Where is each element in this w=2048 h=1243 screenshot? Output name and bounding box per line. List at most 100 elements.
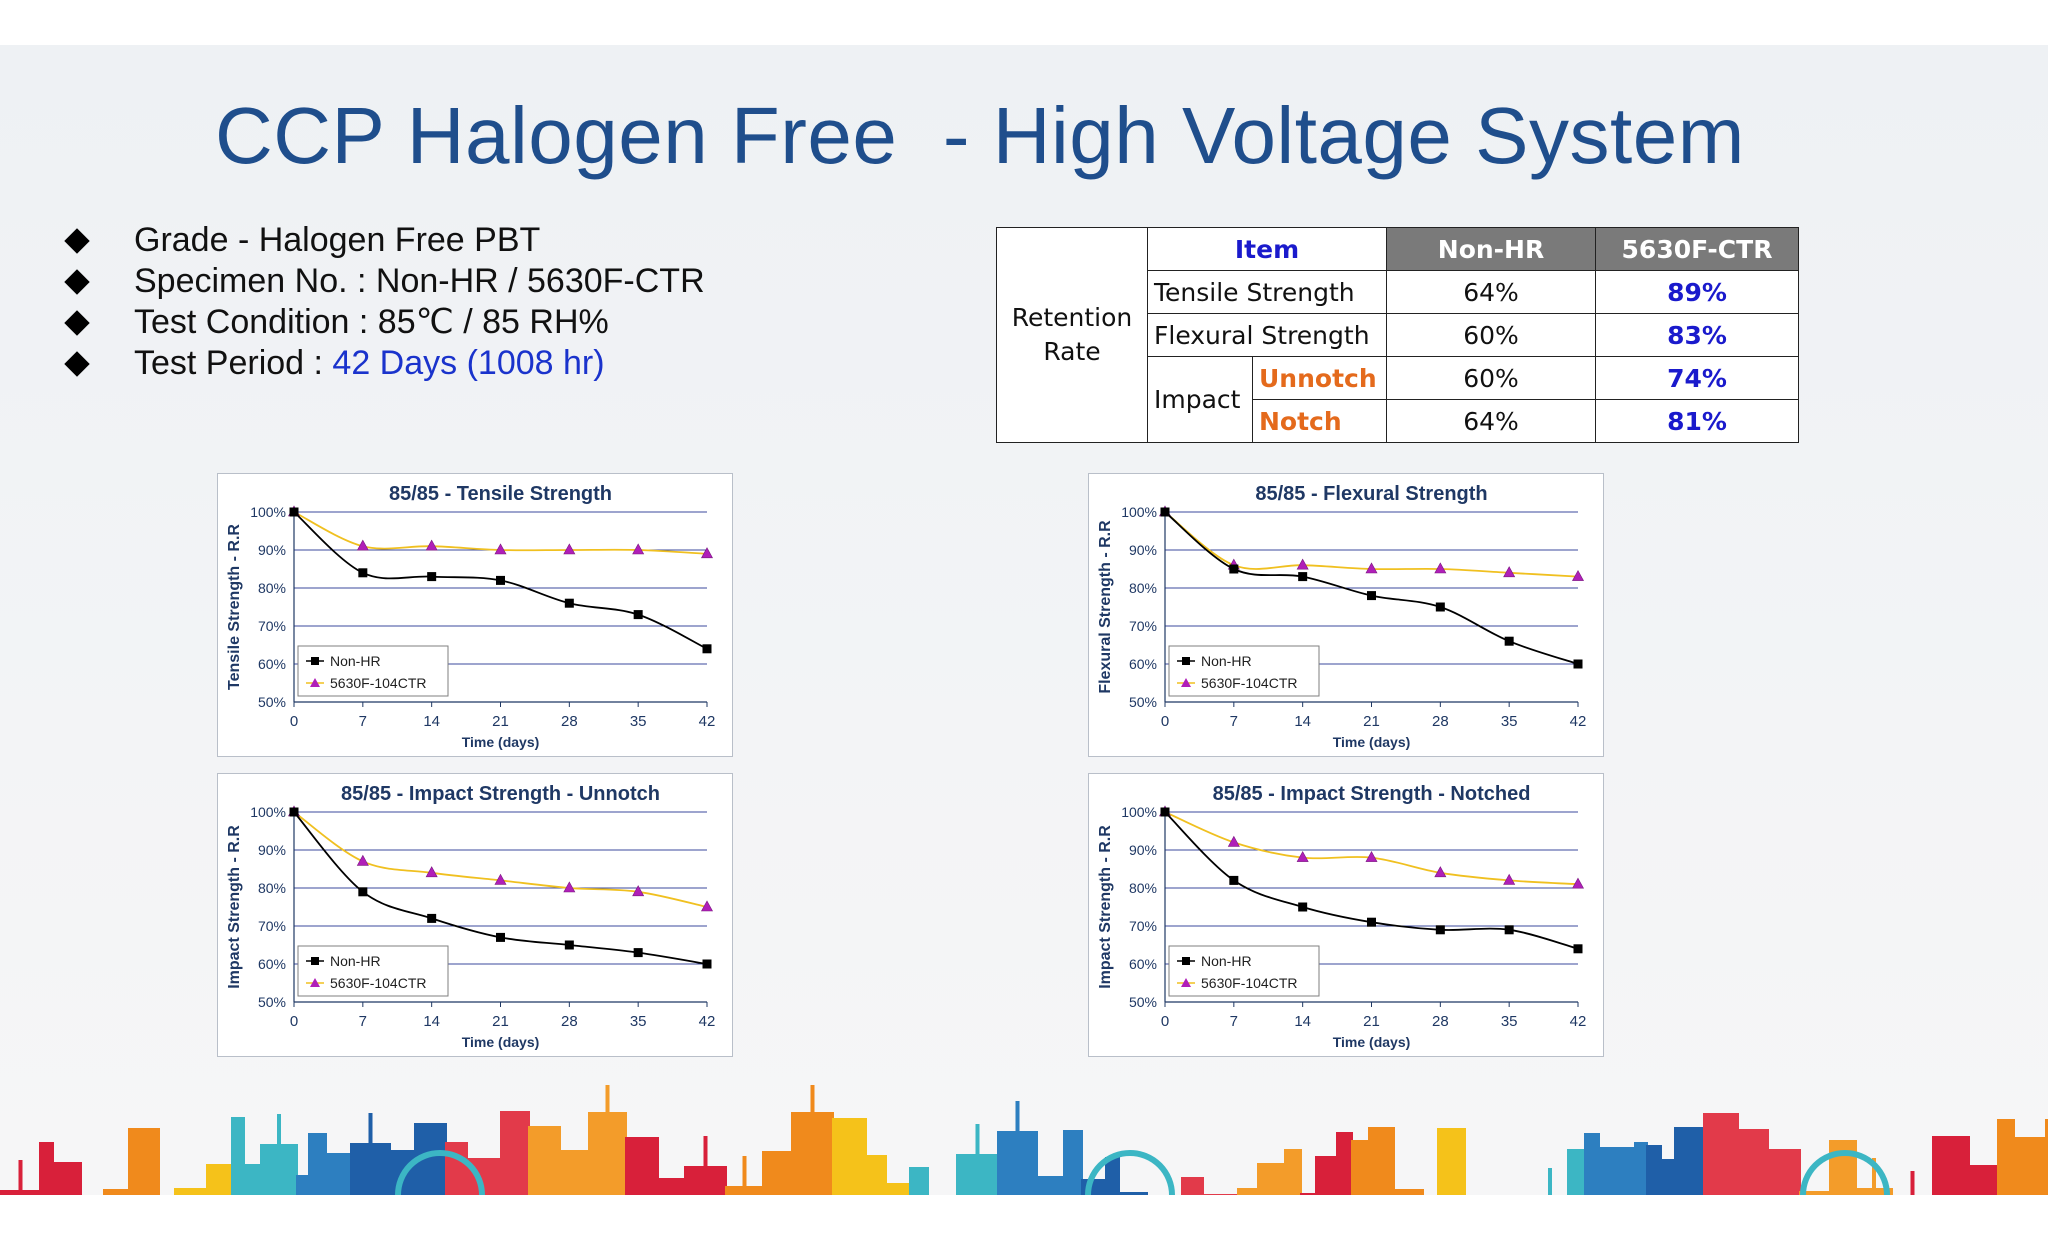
skyline-building	[350, 1143, 391, 1195]
skyline-building	[1829, 1140, 1857, 1195]
data-point	[496, 932, 505, 942]
skyline-building	[231, 1117, 245, 1195]
skyline-building	[762, 1151, 793, 1195]
skyline-building	[1932, 1136, 1970, 1195]
data-point	[1435, 925, 1445, 935]
header-item: Item	[1147, 227, 1387, 271]
chart-flexural-strength: 85/85 - Flexural Strength 50% 60% 70% 80% 90%…	[1088, 473, 1604, 757]
chart-title: 85/85 - Impact Strength - Unnotch	[341, 783, 660, 805]
chart-tensile-strength: 85/85 - Tensile Strength 50% 60% 70% 80% 90% 1…	[217, 473, 733, 757]
ctr-value: 81%	[1595, 399, 1799, 443]
y-tick-label: 90%	[258, 542, 286, 558]
y-tick-label: 60%	[1129, 956, 1157, 972]
table-row: Notch 64% 81%	[997, 399, 1799, 443]
bullet-item: Test Condition : 85℃ / 85 RH%	[62, 302, 705, 343]
x-tick-label: 28	[561, 713, 578, 730]
skyline-building	[1237, 1188, 1259, 1195]
skyline-building	[1646, 1145, 1662, 1195]
data-point	[1434, 562, 1447, 574]
legend-label: 5630F-104CTR	[1201, 675, 1298, 691]
bullet-text: Test Condition : 85℃ / 85 RH%	[134, 303, 609, 341]
data-point	[1573, 944, 1583, 954]
skyline-building	[103, 1189, 130, 1195]
non-hr-value: 64%	[1386, 270, 1596, 314]
data-point	[1298, 572, 1308, 582]
skyline-building	[1634, 1142, 1648, 1195]
data-point	[1504, 636, 1514, 646]
skyline-building	[1300, 1193, 1317, 1195]
data-point	[1367, 591, 1376, 601]
row-label: Notch	[1252, 399, 1387, 443]
x-tick-label: 28	[1432, 713, 1449, 730]
skyline-building	[260, 1144, 298, 1195]
skyline-building	[1567, 1149, 1586, 1195]
legend-label: Non-HR	[330, 953, 381, 969]
data-point	[1571, 569, 1585, 581]
skyline-building	[1036, 1176, 1065, 1195]
skyline-building	[445, 1142, 468, 1195]
chart-svg: 85/85 - Impact Strength - Unnotch 50% 60% 7…	[226, 783, 715, 1050]
skyline-building	[1105, 1157, 1120, 1195]
skyline-spire	[975, 1124, 980, 1154]
non-hr-value: 60%	[1386, 313, 1596, 357]
x-tick-label: 35	[1501, 1013, 1518, 1030]
x-tick-label: 0	[1161, 713, 1169, 730]
legend-swatch-marker	[1182, 957, 1190, 965]
x-tick-label: 21	[492, 713, 509, 730]
skyline-building	[1393, 1189, 1424, 1195]
skyline-building	[325, 1153, 352, 1195]
data-point	[1160, 507, 1170, 517]
skyline-building	[308, 1133, 327, 1195]
skyline-building	[657, 1178, 686, 1195]
skyline-building	[997, 1131, 1038, 1195]
skyline-building	[625, 1137, 659, 1195]
skyline-building	[1968, 1165, 1999, 1195]
skyline-building	[2045, 1119, 2048, 1195]
y-tick-label: 60%	[258, 656, 286, 672]
x-tick-label: 28	[561, 1013, 578, 1030]
skyline-building	[1674, 1127, 1705, 1195]
y-tick-label: 100%	[250, 504, 286, 520]
legend-label: Non-HR	[1201, 653, 1252, 669]
skyline-building	[1336, 1132, 1353, 1195]
legend-label: Non-HR	[1201, 953, 1252, 969]
data-point	[1229, 875, 1239, 885]
skyline-spire	[1015, 1101, 1020, 1131]
row-label: Unnotch	[1252, 356, 1387, 400]
skyline-building	[39, 1142, 54, 1195]
data-point	[1573, 659, 1583, 669]
skyline-building	[243, 1164, 262, 1195]
y-tick-label: 80%	[1129, 880, 1157, 896]
skyline-building	[174, 1188, 208, 1195]
y-tick-label: 100%	[1121, 504, 1157, 520]
skyline-building	[128, 1128, 160, 1195]
table-row: Flexural Strength 60% 83%	[997, 313, 1799, 357]
chart-svg: 85/85 - Impact Strength - Notched 50% 60% 7…	[1097, 783, 1587, 1050]
skyline-building	[1660, 1159, 1676, 1195]
y-tick-label: 90%	[1129, 842, 1157, 858]
y-tick-label: 80%	[258, 580, 286, 596]
diamond-bullet-icon	[64, 351, 90, 377]
x-tick-label: 14	[1294, 1013, 1311, 1030]
row-label: Tensile Strength	[1147, 270, 1387, 314]
legend-box	[1168, 945, 1320, 997]
data-point	[427, 913, 437, 923]
x-tick-label: 7	[1230, 713, 1238, 730]
chart-impact-unnotch: 85/85 - Impact Strength - Unnotch 50% 60% 7…	[217, 773, 733, 1057]
x-tick-label: 42	[1570, 1013, 1587, 1030]
data-point	[1435, 602, 1445, 612]
y-tick-label: 80%	[258, 880, 286, 896]
legend-box	[297, 645, 449, 697]
skyline-spire	[277, 1114, 281, 1144]
header-non-hr: Non-HR	[1386, 227, 1596, 271]
legend-swatch-marker	[311, 957, 319, 965]
skyline-building	[791, 1112, 834, 1195]
skyline-building	[1081, 1179, 1107, 1195]
x-axis-label: Time (days)	[1333, 1034, 1411, 1050]
y-axis-label: Tensile Strength - R.R	[226, 524, 243, 690]
diamond-bullet-icon	[64, 269, 90, 295]
y-tick-label: 50%	[1129, 994, 1157, 1010]
data-point	[564, 940, 574, 950]
y-tick-label: 70%	[1129, 918, 1157, 934]
skyline-spire	[810, 1085, 815, 1112]
